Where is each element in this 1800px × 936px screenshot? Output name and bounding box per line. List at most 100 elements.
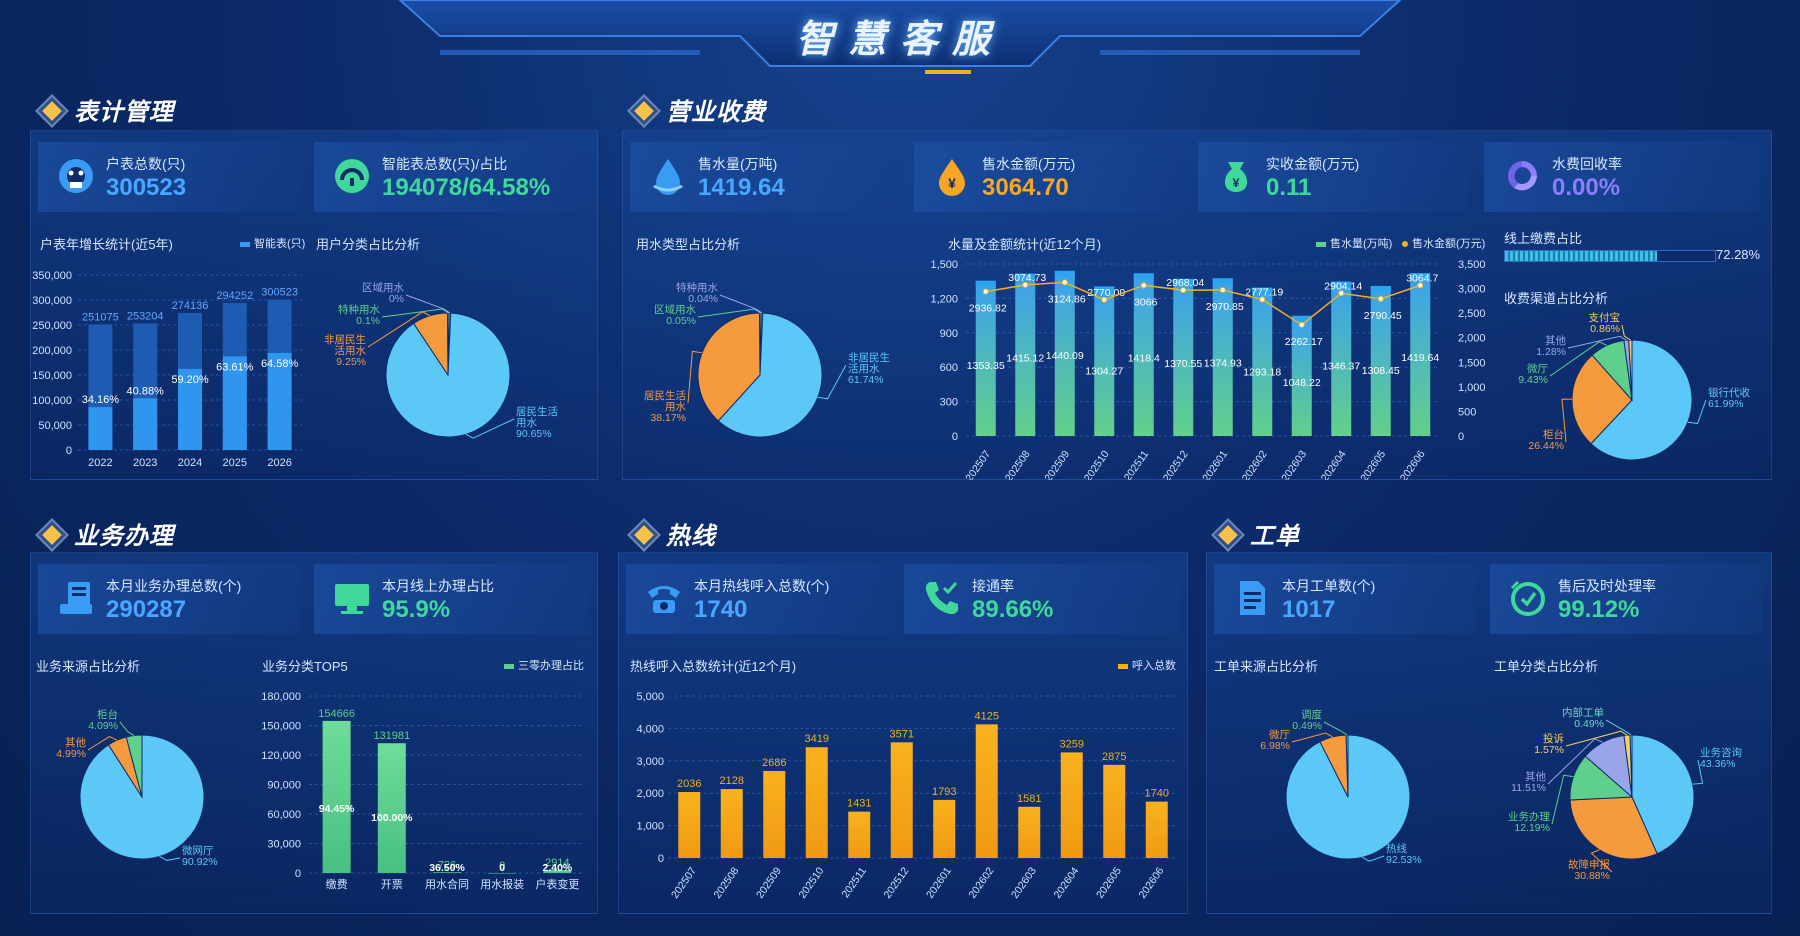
pie-label: 用水 [665,401,686,413]
telephone-icon [648,586,680,613]
pie-leader [87,735,118,751]
section-title-billing: 营业收费 [629,92,766,127]
bar-value-label: 1418.4 [1128,352,1160,364]
bar-value-label: 2036 [677,778,701,790]
pie-label: 银行代收 [1708,386,1750,399]
line-point [1140,282,1147,289]
pie-pct: 1.28% [1536,346,1566,358]
section-title-business: 业务办理 [37,516,174,551]
bar-value-label: 2875 [1102,751,1126,763]
y-tick-label: 300 [940,397,958,409]
x-tick-label: 缴费 [326,877,348,891]
x-tick-label: 2023 [133,457,157,469]
pie-label: 调度 [1301,708,1323,721]
kpi-label: 本月业务办理总数(个) [106,578,242,594]
pie-label: 其他 [1525,770,1547,783]
kpi-value: 3064.70 [982,174,1069,201]
form-icon [60,582,92,614]
pie-leader [687,350,703,404]
x-tick-label: 202606 [1398,448,1428,480]
bar-business [543,870,572,873]
bar-cap [1054,270,1075,277]
pie-leader [697,308,761,318]
bar-value-label: 1346.37 [1322,361,1360,373]
pie-pct: 90.92% [182,856,218,868]
y-tick-label: 0 [658,853,664,865]
bar-calls [805,747,828,858]
pie-leader [1362,855,1385,862]
x-tick-label: 2026 [267,457,291,469]
y-tick-label: 100,000 [32,395,72,407]
pie-label: 用水 [516,417,537,429]
diamond-icon [629,96,659,125]
bar-value-label: 1308.45 [1362,365,1400,377]
bar-calls [763,770,786,858]
pie-label: 投诉 [1543,732,1564,745]
pct-label: 94.45% [319,803,355,815]
pie-pct: 61.74% [848,374,884,386]
pie-leader [1561,398,1573,443]
x-tick-label: 202511 [1122,448,1152,480]
x-tick-label: 用水合同 [425,877,469,891]
pie-leader [817,364,847,400]
line-value-label: 2777.19 [1245,287,1283,299]
line-point [1180,287,1187,294]
kpi-recovery-rate: 水费回收率 0.00% [1484,142,1760,212]
x-tick-label: 2025 [223,457,247,469]
data-label-pct: 40.88% [127,385,165,397]
line-value-label: 3066 [1134,296,1158,308]
y-tick-label: 3,500 [1458,259,1486,271]
x-tick-label: 202606 [1137,865,1167,901]
y-tick-label: 120,000 [261,750,301,762]
y-tick-label: 250,000 [32,320,72,332]
y-tick-label: 0 [66,445,72,457]
y-tick-label: 0 [1458,431,1464,443]
pct-label: 2.40% [543,862,573,874]
chart-title-meter-growth: 户表年增长统计(近5年) [40,237,173,252]
y-tick-label: 350,000 [32,270,72,282]
x-tick-label: 202512 [1161,448,1191,480]
bar-cap [1291,315,1312,322]
kpi-label: 售水金额(万元) [982,156,1076,172]
kpi-smart-meters: 智能表总数(只)/占比 194078/64.58% [314,142,590,212]
y-tick-label: 2,000 [1458,333,1486,345]
bar-calls [848,811,871,858]
x-tick-label: 202511 [840,865,870,900]
legend-water-amount: 售水金额(万元) [1402,235,1485,251]
line-value-label: 3074.73 [1008,272,1046,284]
line-point [1417,282,1424,289]
kpi-business-total: 本月业务办理总数(个) 290287 [38,564,302,634]
pie-slice [697,312,761,422]
diamond-icon [1213,520,1243,549]
pie-label: 业务咨询 [1700,746,1742,759]
pie-pct: 0.1% [356,315,380,327]
data-label-total: 294252 [216,290,253,302]
line-point [982,288,989,295]
bar-business [377,743,406,873]
pie-pct: 6.98% [1260,740,1290,752]
bar-value-label: 3571 [890,728,914,740]
bar-value-label: 1440.09 [1046,350,1084,362]
bar-cap [1173,278,1194,285]
online-pay-progress [1504,250,1716,262]
y-tick-label: 1,000 [1458,382,1486,394]
y-tick-label: 900 [940,328,958,340]
y-tick-label: 50,000 [38,420,72,432]
x-tick-label: 202601 [924,865,954,901]
kpi-value: 99.12% [1558,596,1640,623]
bar-calls [1145,801,1168,858]
kpi-value: 0.11 [1266,174,1312,201]
bar-value-label: 1370.55 [1164,358,1202,370]
x-tick-label: 202602 [1240,448,1270,480]
pie-pct: 0.86% [1590,323,1620,335]
bar-smart [267,352,292,450]
kpi-value: 194078/64.58% [382,174,551,201]
bar-smart [133,398,158,450]
bar-value-label: 1415.12 [1006,353,1044,365]
y-tick-label: 150,000 [261,721,301,733]
recycle-icon [1507,161,1537,191]
kpi-label: 本月线上办理占比 [382,578,494,594]
x-tick-label: 202508 [1003,448,1033,480]
